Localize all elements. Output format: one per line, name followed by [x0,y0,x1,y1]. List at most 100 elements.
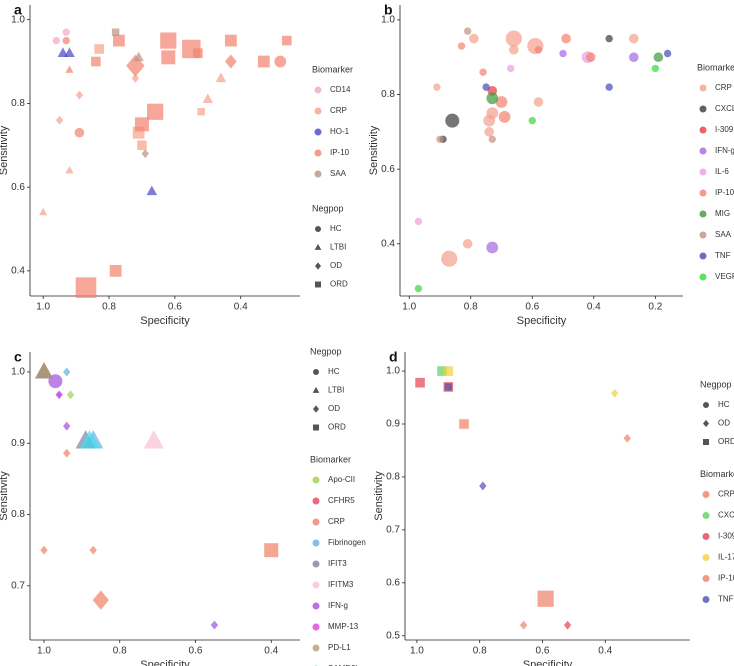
legend-swatch [699,210,707,218]
marker-diamond [55,115,64,125]
marker-square [282,35,292,46]
marker-circle [628,52,639,63]
marker-diamond [56,391,62,398]
panel-label: a [14,2,22,18]
y-axis-title: Sensitivity [373,471,385,521]
legend-label: IFITM3 [328,580,354,589]
marker-diamond [89,545,97,555]
y-axis-title: Sensitivity [0,125,10,175]
marker-square [224,34,237,47]
marker-diamond [519,620,528,630]
legend-swatch [312,497,320,505]
y-axis-title: Sensitivity [368,125,380,175]
legend-swatch [699,168,707,176]
x-tick-label: 0.4 [234,302,248,313]
x-tick-label: 0.4 [587,302,601,313]
x-tick-label: 0.6 [525,302,539,313]
legend-label: CRP [715,83,732,92]
marker-triangle [79,430,100,449]
legend-label: I-309 [715,125,734,134]
legend-label: HC [718,400,730,409]
marker-square [193,48,203,58]
x-tick-label: 0.4 [264,646,278,657]
marker-circle [313,369,319,375]
y-tick-label: 1.0 [11,367,25,378]
legend-swatch [702,491,710,498]
legend-label: ORD [330,280,348,289]
marker-square [134,117,149,132]
marker-circle [457,42,466,50]
marker-diamond [315,262,321,270]
marker-diamond [313,405,319,413]
legend-title: Biomarker [310,454,351,464]
legend-label: ORD [718,437,734,446]
marker-square [147,103,164,120]
legend-swatch [314,149,322,157]
legend-swatch [702,512,710,519]
marker-diamond [610,388,619,398]
legend-label: CRP [328,517,345,526]
marker-square [109,264,122,277]
x-tick-label: 0.6 [536,646,550,657]
y-tick-label: 1.0 [386,366,400,377]
x-tick-label: 0.2 [648,302,662,313]
marker-diamond [224,54,237,69]
marker-triangle [143,430,164,449]
marker-circle [559,49,567,58]
marker-triangle [35,362,53,379]
legend-title: Biomarker [312,64,353,74]
marker-square [437,366,447,376]
marker-diamond [623,433,631,443]
y-tick-label: 1.0 [381,15,395,26]
marker-circle [561,33,571,44]
marker-circle [495,96,508,108]
y-tick-label: 0.6 [381,164,395,175]
marker-triangle [133,51,144,62]
legend-label: SAA [330,169,347,178]
legend-label: CRP [718,490,734,499]
legend-label: OD [718,419,730,428]
x-axis-title: Specificity [140,659,190,666]
legend-swatch [702,575,710,582]
legend-label: LTBI [330,243,346,252]
legend-swatch [312,560,320,568]
marker-diamond [92,590,109,610]
legend-swatch [312,644,320,652]
legend-label: IFN-g [328,601,348,610]
marker-circle [74,127,85,138]
y-tick-label: 0.7 [11,580,25,591]
marker-square [113,34,125,47]
marker-triangle [39,207,48,216]
legend-swatch [314,128,322,136]
legend-label: Apo-CII [328,475,355,484]
marker-diamond [141,149,149,159]
marker-circle [462,238,473,249]
marker-circle [414,284,423,293]
marker-diamond [40,545,48,555]
legend-label: IP-10 [715,188,734,197]
marker-circle [651,64,660,73]
y-tick-label: 0.9 [386,419,400,430]
legend-swatch [312,539,320,547]
marker-diamond [66,390,75,400]
marker-circle [274,55,287,68]
legend-label: Fibrinogen [328,538,366,547]
x-tick-label: 0.6 [168,302,182,313]
legend-label: I-309 [718,532,734,541]
legend-label: TNF [718,595,734,604]
marker-circle [441,250,458,267]
marker-circle [482,83,490,91]
marker-triangle [314,243,322,250]
marker-square [703,439,709,445]
marker-square [264,543,279,558]
legend-swatch [699,252,707,260]
legend-label: IFN-g [715,146,734,155]
legend-label: CD14 [330,85,351,94]
marker-diamond [63,367,71,377]
x-tick-label: 0.8 [464,302,478,313]
legend-swatch [699,147,707,155]
legend-swatch [702,596,710,603]
x-tick-label: 0.8 [113,646,127,657]
marker-square [132,126,145,139]
panel-label: d [389,349,398,365]
